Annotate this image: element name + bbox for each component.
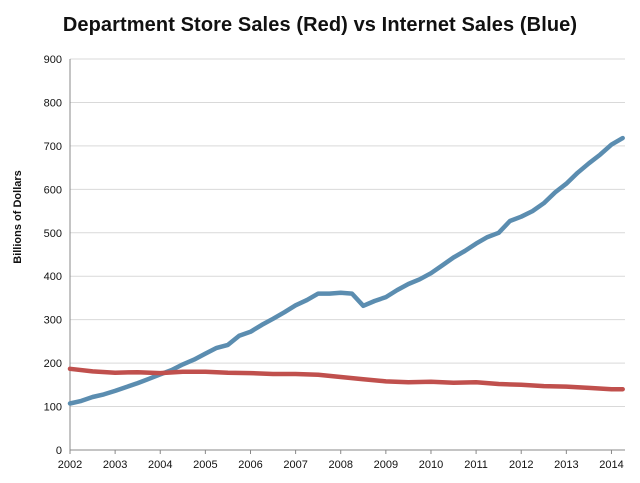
x-tick-label: 2003 <box>103 459 127 471</box>
x-tick-label: 2010 <box>419 459 443 471</box>
chart-title: Department Store Sales (Red) vs Internet… <box>62 14 578 36</box>
x-tick-label: 2006 <box>238 459 262 471</box>
y-tick-label: 200 <box>44 358 62 370</box>
x-tick-label: 2002 <box>58 459 82 471</box>
x-tick-label: 2013 <box>554 459 578 471</box>
y-tick-label: 600 <box>44 184 62 196</box>
series-line-department-store <box>67 366 625 392</box>
x-tick-label: 2014 <box>599 459 623 471</box>
series-layer <box>67 135 625 406</box>
y-tick-label: 900 <box>44 54 62 66</box>
x-tick-label: 2008 <box>328 459 352 471</box>
x-tick-label: 2007 <box>283 459 307 471</box>
series-line-internet <box>67 135 625 406</box>
x-tick-label: 2005 <box>193 459 217 471</box>
axis-layer: 0 100 200 300 400 500 600 700 800 900 2002 2003 2004… <box>44 54 625 471</box>
x-tick-label: 2011 <box>464 459 488 471</box>
y-axis-label: Billions of Dollars <box>12 170 24 264</box>
y-tick-label: 100 <box>44 402 62 414</box>
grid-layer <box>70 58 625 408</box>
y-tick-label: 800 <box>44 97 62 109</box>
x-tick-label: 2012 <box>509 459 533 471</box>
y-tick-label: 400 <box>44 271 62 283</box>
y-tick-label: 0 <box>56 445 62 457</box>
y-tick-label: 300 <box>44 315 62 327</box>
y-tick-label: 700 <box>44 141 62 153</box>
x-tick-label: 2004 <box>148 459 172 471</box>
x-tick-label: 2009 <box>374 459 398 471</box>
y-tick-label: 500 <box>44 228 62 240</box>
